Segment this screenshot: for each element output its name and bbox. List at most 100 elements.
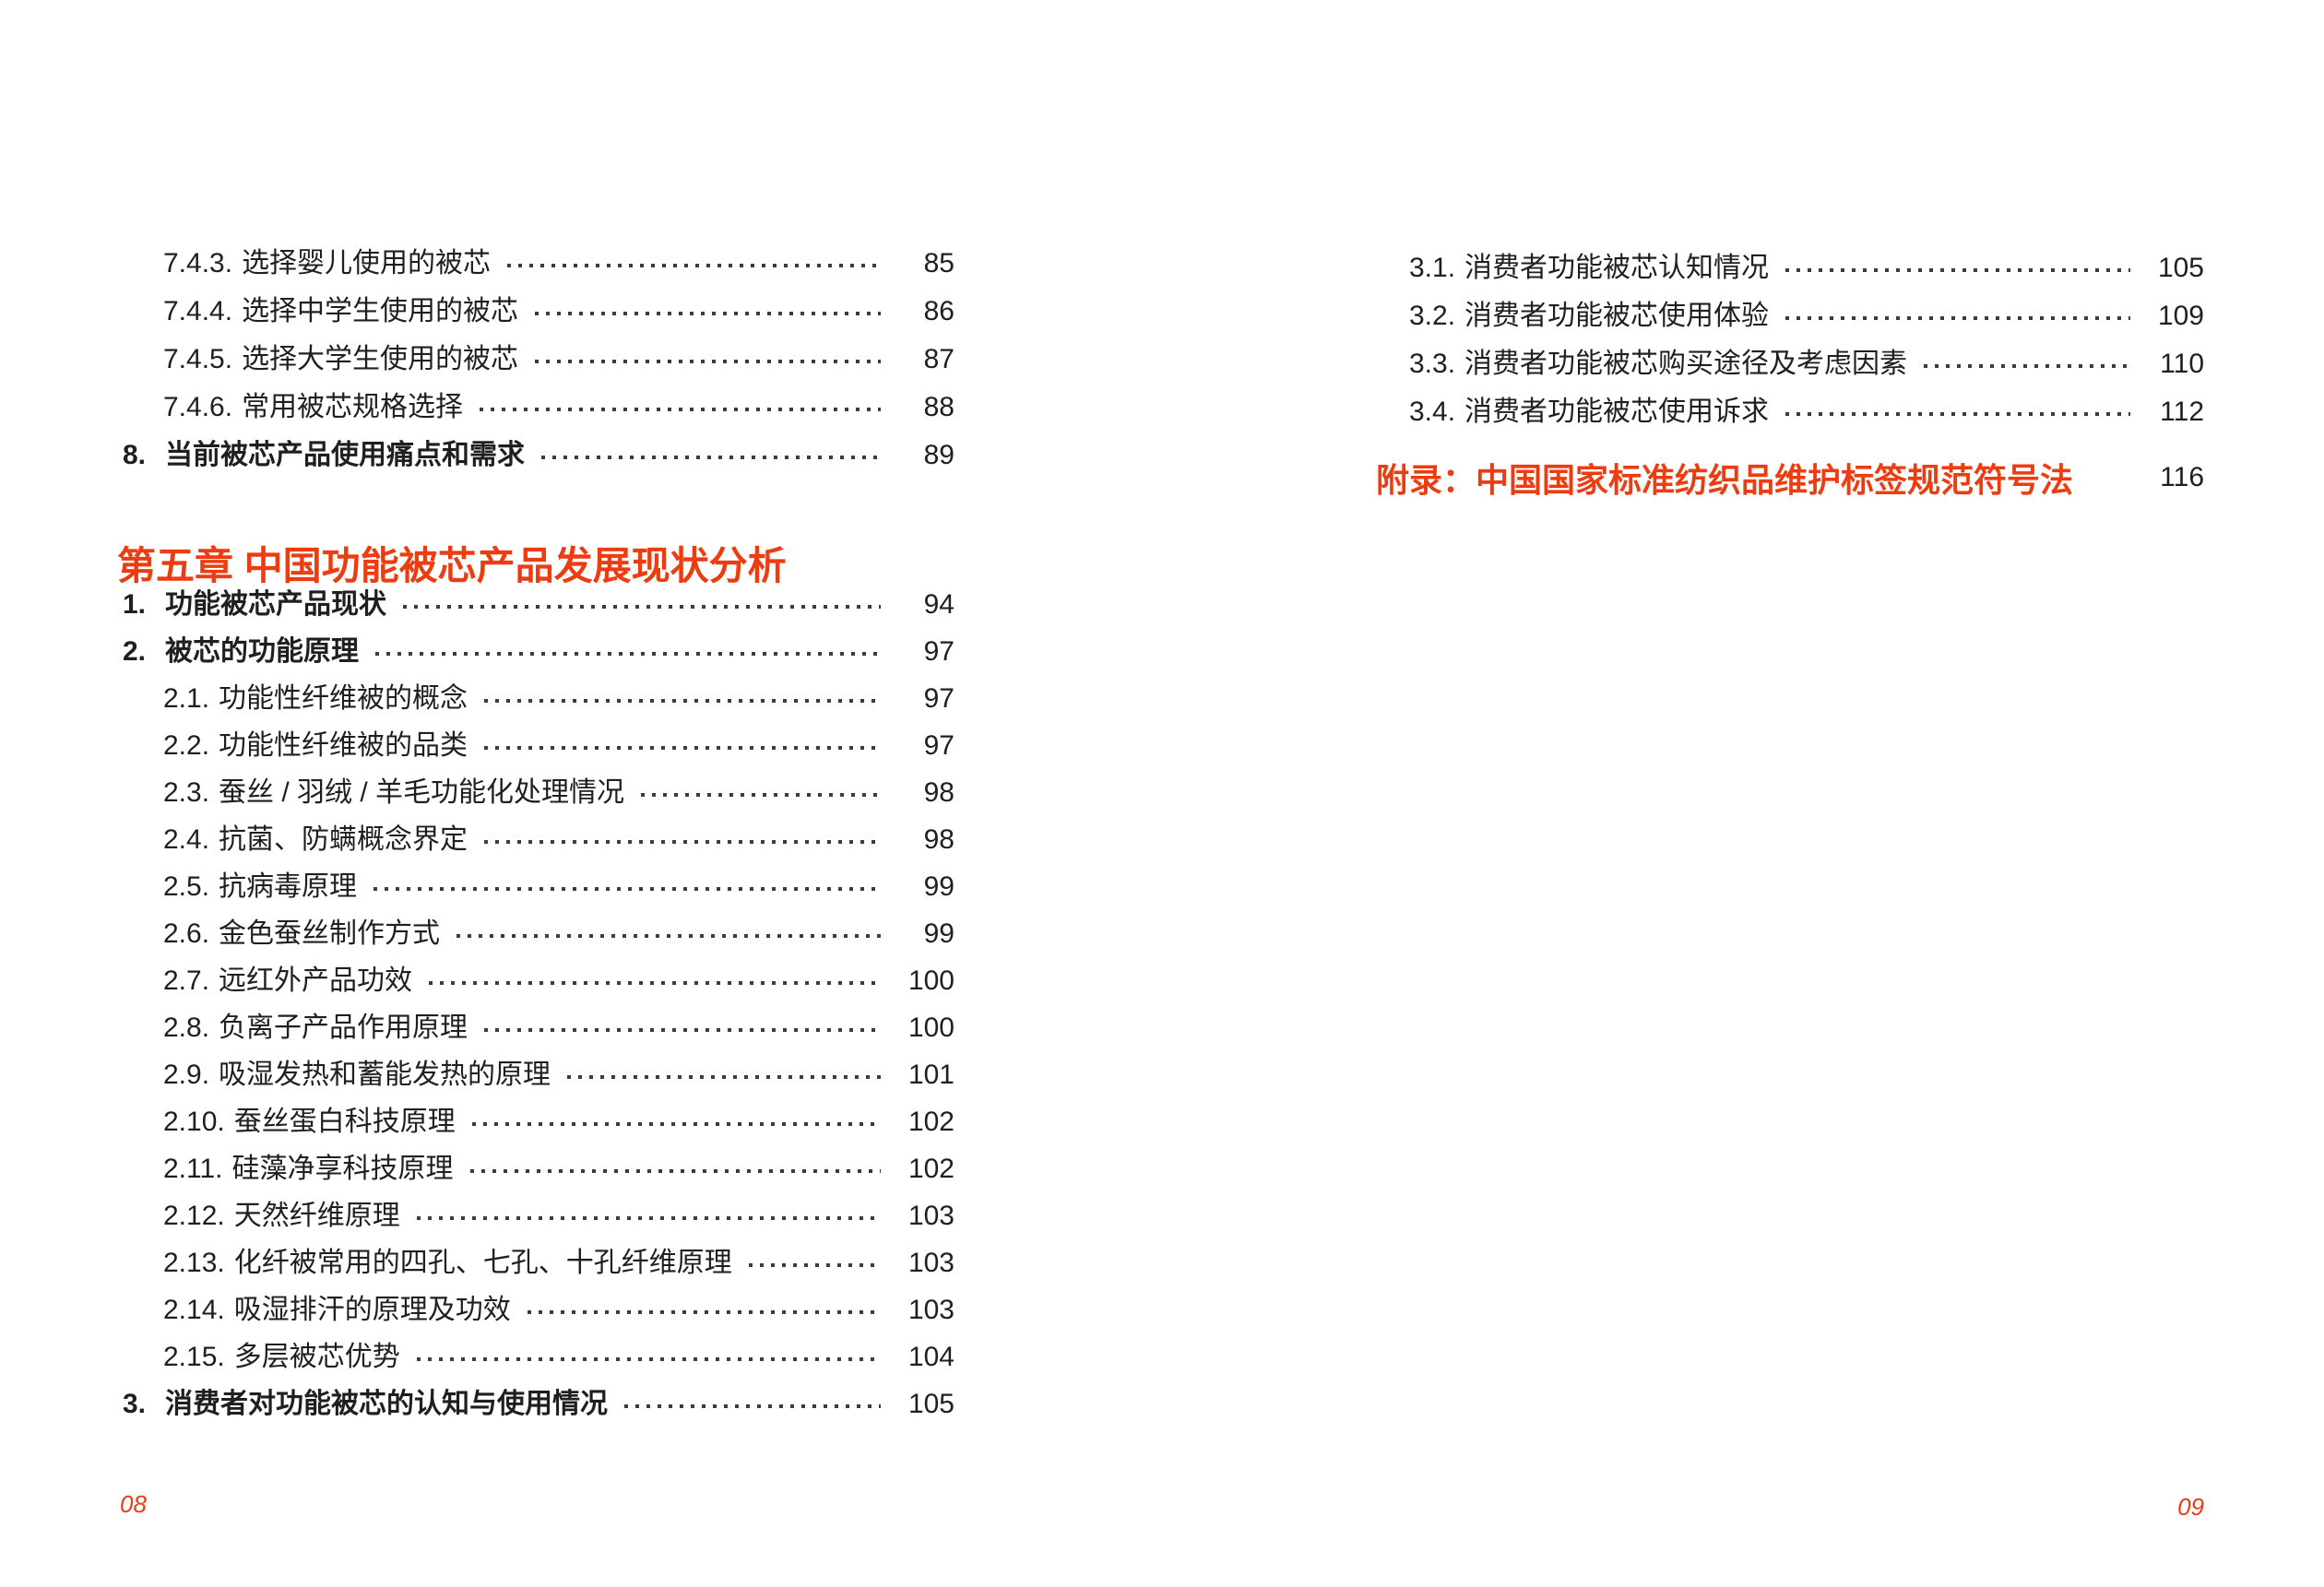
toc-entry[interactable]: 2.14. 吸湿排汗的原理及功效 103 (123, 1286, 954, 1333)
toc-entry-page: 110 (2160, 349, 2204, 379)
toc-entry-title: 吸湿排汗的原理及功效 (233, 1294, 511, 1325)
appendix-entry[interactable]: 附录：中国国家标准纺织品维护标签规范符号法 116 (1376, 452, 2204, 503)
toc-entry[interactable]: 2.2. 功能性纤维被的品类 97 (123, 722, 954, 769)
toc-entry-page: 112 (2160, 397, 2204, 427)
toc-entry[interactable]: 2.5. 抗病毒原理 99 (123, 863, 954, 910)
toc-entry-title: 当前被芯产品使用痛点和需求 (165, 440, 525, 470)
toc-entry[interactable]: 2.13. 化纤被常用的四孔、七孔、十孔纤维原理 103 (123, 1239, 954, 1286)
toc-entry[interactable]: 3.3. 消费者功能被芯购买途径及考虑因素 110 (1409, 340, 2204, 388)
toc-entry[interactable]: 2.15. 多层被芯优势 104 (123, 1333, 954, 1380)
toc-entry-page: 103 (907, 1200, 954, 1231)
toc-entry-number: 2.12. (163, 1200, 225, 1231)
toc-entry-page: 86 (923, 296, 954, 326)
toc-entry-number: 3.3. (1409, 349, 1456, 379)
toc-entry-number: 2.11. (163, 1153, 223, 1184)
toc-entry-page: 100 (907, 965, 954, 996)
toc-entry-title: 远红外产品功效 (219, 965, 413, 996)
toc-entry-number: 2.9. (163, 1059, 210, 1090)
toc-entry-title: 蚕丝蛋白科技原理 (233, 1106, 456, 1137)
toc-entry-number: 2.8. (163, 1012, 210, 1043)
toc-entry-page: 98 (923, 776, 954, 808)
toc-entry-page: 105 (2157, 253, 2204, 283)
toc-entry-number: 7.4.6. (163, 392, 233, 422)
toc-entry-title: 天然纤维原理 (233, 1200, 400, 1231)
toc-entry-title: 金色蚕丝制作方式 (219, 918, 441, 949)
toc-entry-number: 3. (123, 1388, 147, 1419)
toc-entry[interactable]: 2.10. 蚕丝蛋白科技原理 102 (123, 1098, 954, 1145)
toc-entry-number: 2.6. (163, 918, 210, 949)
toc-entry[interactable]: 2.8. 负离子产品作用原理 100 (123, 1004, 954, 1051)
toc-entry[interactable]: 3.1. 消费者功能被芯认知情况 105 (1409, 244, 2204, 292)
toc-entry-title: 消费者对功能被芯的认知与使用情况 (165, 1388, 608, 1419)
toc-entry[interactable]: 1. 功能被芯产品现状 94 (123, 581, 954, 628)
toc-entry-number: 2.4. (163, 823, 210, 855)
toc-entry-page: 88 (923, 392, 954, 422)
toc-entry[interactable]: 7.4.3. 选择婴儿使用的被芯 85 (123, 240, 954, 288)
toc-entry[interactable]: 2.6. 金色蚕丝制作方式 99 (123, 910, 954, 957)
toc-entry-page: 97 (923, 729, 954, 761)
dotted-leader (375, 651, 881, 656)
toc-entry-number: 2.13. (163, 1247, 225, 1278)
toc-entry-title: 负离子产品作用原理 (219, 1012, 468, 1043)
right-page-entries: 3.1. 消费者功能被芯认知情况 105 3.2. 消费者功能被芯使用体验 10… (1409, 244, 2204, 436)
toc-entry-number: 2.15. (163, 1341, 225, 1372)
toc-entry[interactable]: 2.3. 蚕丝 / 羽绒 / 羊毛功能化处理情况 98 (123, 769, 954, 816)
toc-entry[interactable]: 2.12. 天然纤维原理 103 (123, 1192, 954, 1239)
toc-entry-title: 功能被芯产品现状 (165, 588, 386, 620)
left-folio-page-number: 08 (120, 1490, 147, 1518)
toc-entry-number: 1. (123, 588, 147, 620)
appendix-page: 116 (2160, 462, 2204, 492)
toc-entry[interactable]: 2. 被芯的功能原理 97 (123, 628, 954, 675)
toc-entry-page: 98 (923, 823, 954, 855)
dotted-leader (1785, 412, 2130, 416)
dotted-leader (480, 408, 881, 411)
toc-entry-title: 功能性纤维被的概念 (219, 682, 468, 714)
toc-entry-page: 85 (923, 248, 954, 278)
toc-entry-title: 吸湿发热和蓄能发热的原理 (219, 1059, 551, 1090)
toc-entry-title: 常用被芯规格选择 (242, 392, 464, 422)
toc-entry[interactable]: 2.4. 抗菌、防螨概念界定 98 (123, 816, 954, 863)
toc-entry-page: 102 (907, 1153, 954, 1184)
dotted-leader (374, 886, 881, 891)
right-folio-page-number: 09 (2177, 1493, 2204, 1521)
chapter-five-heading: 第五章 中国功能被芯产品发展现状分析 (117, 544, 787, 588)
toc-entry-title: 硅藻净享科技原理 (231, 1153, 454, 1184)
toc-entry[interactable]: 2.9. 吸湿发热和蓄能发热的原理 101 (123, 1051, 954, 1098)
dotted-leader (484, 1027, 881, 1032)
toc-entry[interactable]: 7.4.4. 选择中学生使用的被芯 86 (123, 288, 954, 336)
toc-entry-title: 消费者功能被芯使用诉求 (1464, 397, 1770, 427)
toc-entry[interactable]: 3.2. 消费者功能被芯使用体验 109 (1409, 292, 2204, 340)
toc-entry-page: 103 (907, 1247, 954, 1278)
dotted-leader (624, 1403, 881, 1408)
dotted-leader (471, 1121, 881, 1126)
dotted-leader (1785, 316, 2130, 320)
toc-entry-number: 2. (123, 635, 147, 667)
toc-entry-page: 89 (923, 440, 954, 470)
toc-entry[interactable]: 7.4.5. 选择大学生使用的被芯 87 (123, 336, 954, 384)
chapter-five-entries: 1. 功能被芯产品现状 94 2. 被芯的功能原理 97 2.1. 功能性纤维被… (123, 581, 954, 1427)
toc-entry-title: 抗菌、防螨概念界定 (219, 823, 468, 855)
toc-entry-page: 94 (923, 588, 954, 620)
toc-entry[interactable]: 3.4. 消费者功能被芯使用诉求 112 (1409, 388, 2204, 436)
dotted-leader (748, 1262, 881, 1267)
dotted-leader (541, 456, 881, 459)
toc-entry-number: 8. (123, 440, 147, 470)
dotted-leader (484, 839, 881, 844)
toc-entry[interactable]: 3. 消费者对功能被芯的认知与使用情况 105 (123, 1380, 954, 1427)
toc-entry-title: 消费者功能被芯认知情况 (1464, 253, 1770, 283)
toc-entry-number: 2.10. (163, 1106, 225, 1137)
toc-entry-title: 选择中学生使用的被芯 (242, 296, 519, 326)
dotted-leader (641, 792, 881, 797)
toc-entry-title: 消费者功能被芯购买途径及考虑因素 (1464, 349, 1908, 379)
dotted-leader (535, 360, 881, 363)
toc-entry-title: 选择婴儿使用的被芯 (242, 248, 492, 278)
toc-entry-title: 多层被芯优势 (233, 1341, 400, 1372)
toc-entry[interactable]: 8. 当前被芯产品使用痛点和需求 89 (123, 432, 954, 480)
toc-entry-page: 104 (907, 1341, 954, 1372)
toc-entry-number: 2.3. (163, 776, 210, 808)
toc-entry-title: 抗病毒原理 (219, 870, 358, 902)
toc-entry[interactable]: 2.1. 功能性纤维被的概念 97 (123, 675, 954, 722)
toc-entry[interactable]: 2.11. 硅藻净享科技原理 102 (123, 1145, 954, 1192)
toc-entry[interactable]: 2.7. 远红外产品功效 100 (123, 957, 954, 1004)
toc-entry[interactable]: 7.4.6. 常用被芯规格选择 88 (123, 384, 954, 432)
